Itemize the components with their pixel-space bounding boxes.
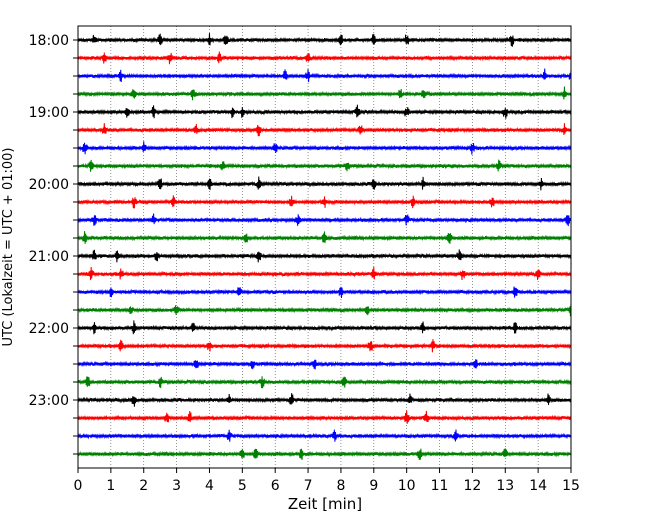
x-tick-label: 14 [529,478,547,494]
trace-2100 [77,249,572,263]
trace-1930 [77,141,572,155]
x-tick-label: 1 [106,478,115,494]
trace-1845 [77,86,572,101]
trace-2300 [77,393,572,407]
trace-2315 [77,410,572,424]
trace-2200 [77,320,572,335]
trace-2115 [77,266,572,281]
x-tick-label: 3 [172,478,181,494]
y-axis-label: UTC (Lokalzeit = UTC + 01:00) [1,148,16,347]
trace-1915 [77,123,572,137]
x-axis-label: Zeit [min] [288,495,362,513]
x-tick-label: 6 [271,478,280,494]
y-axis: 18:00 19:00 20:00 21:00 22:00 23:00 [29,33,78,455]
y-tick-label: 19:00 [29,105,69,121]
x-tick-label: 11 [431,478,449,494]
trace-2130 [77,286,572,298]
trace-2330 [77,429,572,442]
y-tick-label: 21:00 [29,249,69,265]
trace-2045 [77,231,572,244]
x-axis: 0 1 2 3 4 5 6 7 8 9 10 11 12 13 14 15 [74,468,580,494]
trace-2345 [77,448,572,460]
y-tick-label: 23:00 [29,393,69,409]
trace-2215 [77,339,572,353]
trace-2245 [77,376,572,389]
trace-2015 [77,195,572,209]
x-tick-label: 15 [562,478,580,494]
plot-frame [77,25,572,469]
x-tick-label: 8 [336,478,345,494]
trace-1900 [77,104,572,119]
seismic-traces [77,33,572,460]
y-tick-label: 22:00 [29,321,69,337]
trace-2000 [77,176,572,191]
trace-1800 [77,33,572,47]
trace-2030 [77,213,572,227]
trace-1815 [77,51,572,65]
x-tick-label: 13 [496,478,514,494]
x-tick-label: 10 [398,478,416,494]
y-tick-label: 18:00 [29,33,69,49]
x-tick-label: 12 [463,478,481,494]
x-tick-label: 0 [74,478,83,494]
x-tick-label: 9 [369,478,378,494]
trace-1945 [77,159,572,172]
y-tick-label: 20:00 [29,177,69,193]
x-tick-label: 7 [304,478,313,494]
x-tick-label: 4 [205,478,214,494]
trace-2145 [77,302,572,317]
trace-2230 [77,359,572,370]
x-tick-label: 5 [238,478,247,494]
x-tick-label: 2 [139,478,148,494]
trace-1830 [77,68,572,83]
